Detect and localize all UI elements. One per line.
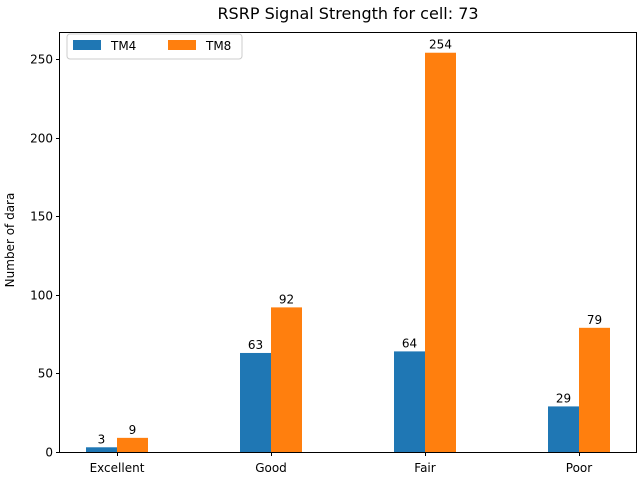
plot-frame: [59, 32, 637, 453]
bar-value-label: 3: [98, 432, 106, 446]
y-tick-label: 100: [30, 289, 53, 303]
legend: TM4 TM8: [66, 33, 243, 60]
legend-box: [66, 33, 243, 60]
bar-tm4-excellent: [86, 447, 117, 452]
y-axis: 0 50 100 150 200 250: [30, 53, 60, 460]
x-tick-label: Good: [255, 461, 287, 475]
bar-value-label: 79: [587, 313, 602, 327]
x-tick-label: Fair: [414, 461, 435, 475]
legend-swatch-tm4: [73, 40, 101, 50]
bar-value-label: 9: [129, 423, 137, 437]
x-tick-label: Poor: [566, 461, 592, 475]
bars-group: [86, 52, 610, 453]
y-tick-label: 150: [30, 210, 53, 224]
y-tick-label: 0: [45, 446, 53, 460]
bar-value-label: 254: [429, 38, 452, 52]
bar-value-label: 92: [279, 292, 294, 306]
y-tick-label: 50: [38, 367, 53, 381]
legend-label: TM4: [110, 39, 136, 53]
y-axis-label: Number of dara: [3, 193, 17, 288]
bar-tm8-fair: [425, 52, 456, 453]
legend-label: TM8: [205, 39, 231, 53]
bar-value-label: 64: [402, 336, 417, 350]
y-tick-label: 250: [30, 53, 53, 67]
legend-swatch-tm8: [168, 40, 196, 50]
bar-tm4-fair: [394, 351, 425, 452]
data-labels-group: 3 63 64 29 9 92 254 79: [98, 38, 602, 447]
x-tick-label: Excellent: [90, 461, 145, 475]
bar-tm4-good: [240, 352, 271, 452]
bar-tm8-excellent: [117, 437, 148, 452]
bar-tm8-poor: [579, 327, 610, 452]
bar-value-label: 63: [248, 338, 263, 352]
bar-tm4-poor: [548, 406, 579, 452]
bar-value-label: 29: [556, 391, 571, 405]
chart-title: RSRP Signal Strength for cell: 73: [217, 4, 478, 23]
y-tick-label: 200: [30, 132, 53, 146]
x-axis: Excellent Good Fair Poor: [90, 452, 592, 475]
bar-tm8-good: [271, 307, 302, 452]
